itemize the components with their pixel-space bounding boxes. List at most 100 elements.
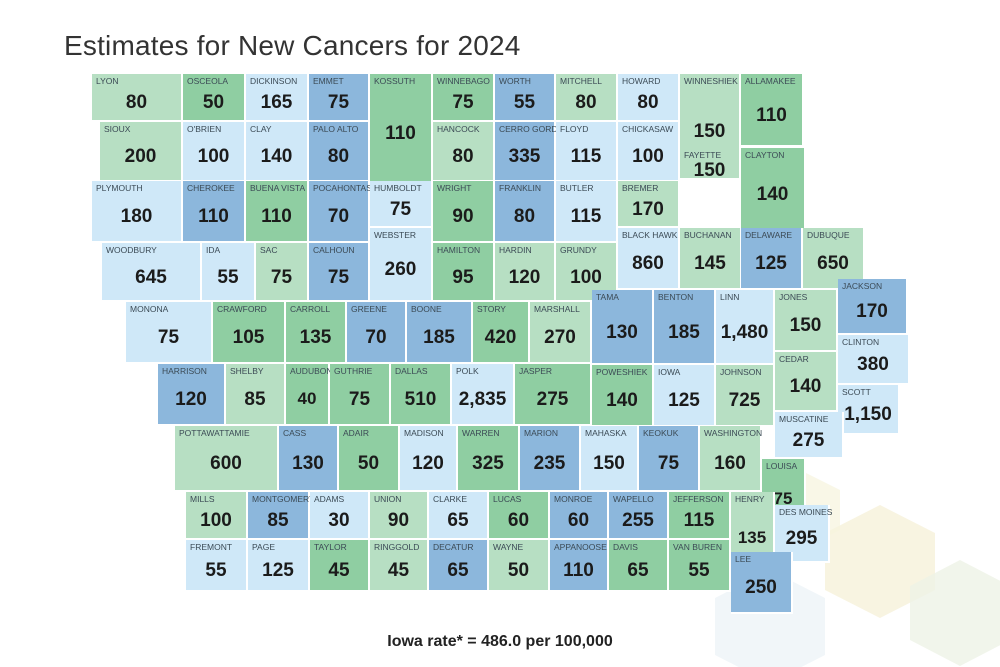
county-value: 65 — [447, 560, 469, 581]
county-name: WOODBURY — [106, 245, 157, 255]
county-value: 55 — [688, 560, 710, 581]
county-value: 2,835 — [458, 389, 507, 410]
county-taylor: TAYLOR 45 — [310, 540, 370, 592]
county-fayette: FAYETTE 150 — [680, 148, 741, 181]
county-value: 45 — [387, 560, 410, 581]
county-value: 180 — [120, 206, 153, 227]
county-value: 105 — [232, 327, 265, 348]
county-tama: TAMA 130 — [592, 290, 654, 365]
county-value: 170 — [856, 301, 888, 322]
county-value: 120 — [508, 267, 541, 288]
county-emmet: EMMET 75 — [309, 74, 370, 122]
county-warren: WARREN 325 — [458, 426, 520, 492]
county-montgomery: MONTGOMERY 85 — [248, 492, 315, 540]
county-name: WORTH — [499, 76, 531, 86]
county-name: BOONE — [411, 304, 442, 314]
county-name: TAMA — [596, 292, 619, 302]
county-value: 170 — [632, 199, 664, 220]
county-value: 420 — [484, 327, 517, 348]
county-value: 725 — [728, 390, 761, 411]
county-fremont: FREMONT 55 — [186, 540, 248, 592]
county-cherokee: CHEROKEE 110 — [183, 181, 246, 243]
county-davis: DAVIS 65 — [609, 540, 669, 592]
county-name: LYON — [96, 76, 119, 86]
county-van-buren: VAN BUREN 55 — [669, 540, 731, 592]
county-value: 100 — [200, 510, 232, 531]
county-name: CRAWFORD — [217, 304, 267, 314]
county-name: BUCHANAN — [684, 230, 732, 240]
county-adams: ADAMS 30 — [310, 492, 370, 540]
county-name: ALLAMAKEE — [745, 76, 796, 86]
county-value: 860 — [632, 253, 664, 274]
county-name: STORY — [477, 304, 506, 314]
county-allamakee: ALLAMAKEE 110 — [741, 74, 804, 147]
county-name: GUTHRIE — [334, 366, 373, 376]
county-value: 275 — [536, 389, 569, 410]
county-name: SAC — [260, 245, 278, 255]
county-hamilton: HAMILTON 95 — [433, 243, 495, 302]
county-value: 95 — [452, 267, 474, 288]
county-name: CALHOUN — [313, 245, 355, 255]
county-delaware: DELAWARE 125 — [741, 228, 803, 290]
county-name: BUTLER — [560, 183, 594, 193]
county-name: MILLS — [190, 494, 215, 504]
county-name: MARSHALL — [534, 304, 580, 314]
county-value: 140 — [260, 146, 293, 167]
county-name: VAN BUREN — [673, 542, 722, 552]
county-franklin: FRANKLIN 80 — [495, 181, 556, 243]
county-name: JASPER — [519, 366, 553, 376]
county-wayne: WAYNE 50 — [489, 540, 550, 592]
county-mills: MILLS 100 — [186, 492, 248, 540]
county-value: 85 — [267, 510, 289, 531]
county-name: MAHASKA — [585, 428, 627, 438]
county-value: 80 — [575, 92, 597, 113]
county-keokuk: KEOKUK 75 — [639, 426, 700, 492]
iowa-rate-footer: Iowa rate* = 486.0 per 100,000 — [387, 633, 613, 650]
county-webster: WEBSTER 260 — [370, 228, 433, 302]
county-union: UNION 90 — [370, 492, 429, 540]
county-linn: LINN 1,480 — [716, 290, 775, 365]
county-name: SHELBY — [230, 366, 264, 376]
county-value: 165 — [260, 92, 293, 113]
county-value: 650 — [817, 253, 849, 274]
county-name: RINGGOLD — [374, 542, 420, 552]
county-crawford: CRAWFORD 105 — [213, 302, 286, 364]
county-value: 80 — [327, 146, 350, 167]
county-value: 275 — [792, 430, 825, 451]
county-buena-vista: BUENA VISTA 110 — [246, 181, 309, 243]
county-name: WEBSTER — [374, 230, 417, 240]
county-name: LUCAS — [493, 494, 522, 504]
county-value: 55 — [513, 92, 536, 113]
county-clarke: CLARKE 65 — [429, 492, 489, 540]
county-value: 110 — [563, 560, 594, 581]
county-value: 325 — [472, 453, 504, 474]
county-value: 125 — [262, 560, 294, 581]
county-lucas: LUCAS 60 — [489, 492, 550, 540]
county-name: BREMER — [622, 183, 659, 193]
county-name: MONONA — [130, 304, 169, 314]
county-name: HANCOCK — [437, 124, 480, 134]
county-name: CLAYTON — [745, 150, 785, 160]
county-name: CLARKE — [433, 494, 468, 504]
county-name: OSCEOLA — [187, 76, 229, 86]
county-name: WINNESHIEK — [684, 76, 738, 86]
county-value: 90 — [387, 510, 410, 531]
county-name: POWESHIEK — [596, 367, 648, 377]
county-wapello: WAPELLO 255 — [609, 492, 669, 540]
county-appanoose: APPANOOSE 110 — [550, 540, 609, 592]
county-value: 185 — [668, 322, 700, 343]
county-value: 75 — [327, 92, 350, 113]
county-humboldt: HUMBOLDT 75 — [370, 181, 433, 228]
county-name: HENRY — [735, 494, 765, 504]
county-name: POTTAWATTAMIE — [179, 428, 250, 438]
county-pocahontas: POCAHONTAS 70 — [309, 181, 372, 243]
county-name: LINN — [720, 292, 740, 302]
county-name: DICKINSON — [250, 76, 298, 86]
county-value: 135 — [737, 528, 767, 547]
county-marshall: MARSHALL 270 — [530, 302, 592, 364]
county-name: CEDAR — [779, 354, 809, 364]
county-value: 100 — [570, 267, 602, 288]
county-value: 140 — [756, 184, 789, 205]
county-name: ADAIR — [343, 428, 369, 438]
county-name: BENTON — [658, 292, 694, 302]
